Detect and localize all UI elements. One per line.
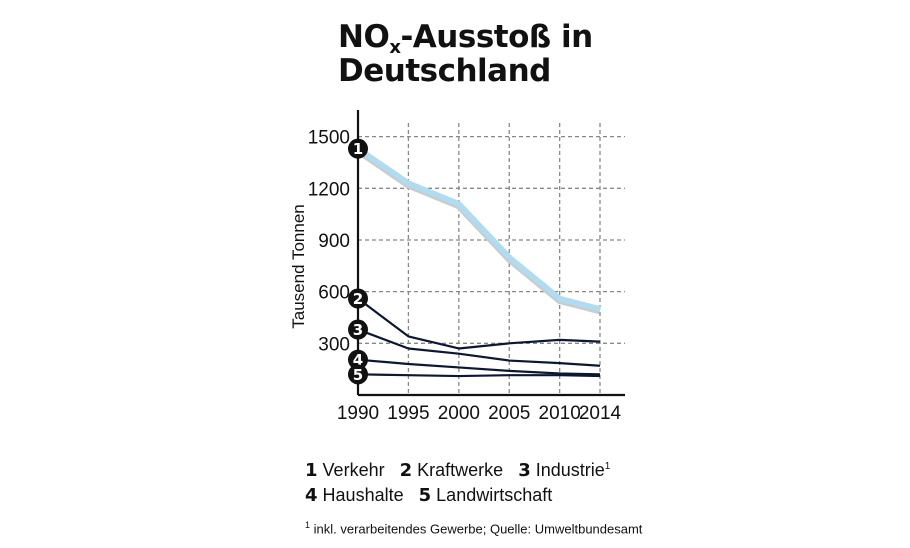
x-tick-label: 1995 xyxy=(387,403,429,424)
x-tick-label: 2014 xyxy=(579,403,622,424)
y-tick-label: 1500 xyxy=(308,128,350,149)
y-axis-label: Tausend Tonnen xyxy=(289,204,308,328)
series-line-industrie xyxy=(357,328,601,367)
series-marker-1 xyxy=(348,138,368,159)
series-marker-label-1: 1 xyxy=(353,140,363,158)
series-line-haushalte xyxy=(357,358,601,376)
legend-item-verkehr: 1 Verkehr xyxy=(305,460,385,481)
series-marker-label-4: 4 xyxy=(353,351,363,369)
series-marker-5 xyxy=(348,364,368,385)
x-tick-label: 2000 xyxy=(438,403,480,424)
legend-item-landwirtschaft: 5 Landwirtschaft xyxy=(418,485,553,506)
y-tick-label: 900 xyxy=(318,231,350,252)
legend-item-kraftwerke: 2 Kraftwerke xyxy=(399,460,504,481)
legend-item-industrie: 3 Industrie1 xyxy=(518,460,611,481)
series-marker-2 xyxy=(348,288,368,309)
series-line-landwirtschaft xyxy=(357,373,601,378)
y-tick-label: 300 xyxy=(318,334,350,355)
y-tick-label: 1200 xyxy=(308,179,350,200)
x-tick-label: 1990 xyxy=(337,403,379,424)
series-marker-label-5: 5 xyxy=(353,366,363,384)
y-tick-label: 600 xyxy=(318,283,350,304)
footnote: 1 inkl. verarbeitendes Gewerbe; Quelle: … xyxy=(305,520,643,537)
series-marker-3 xyxy=(348,319,368,340)
x-tick-label: 2010 xyxy=(539,403,581,424)
series-marker-4 xyxy=(348,349,368,370)
series-marker-label-2: 2 xyxy=(353,290,363,308)
legend-row-1: 1 Verkehr 2 Kraftwerke 3 Industrie1 xyxy=(305,455,620,483)
series-line-kraftwerke xyxy=(357,297,601,350)
chart-title: NOx-Ausstoß in Deutschland xyxy=(338,19,593,89)
legend-item-haushalte: 4 Haushalte xyxy=(305,485,404,506)
series-marker-label-3: 3 xyxy=(353,321,363,339)
legend: 1 Verkehr 2 Kraftwerke 3 Industrie1 4 Ha… xyxy=(305,455,620,508)
series-line-verkehr xyxy=(356,146,601,312)
legend-row-2: 4 Haushalte 5 Landwirtschaft xyxy=(305,483,620,508)
x-tick-label: 2005 xyxy=(488,403,530,424)
